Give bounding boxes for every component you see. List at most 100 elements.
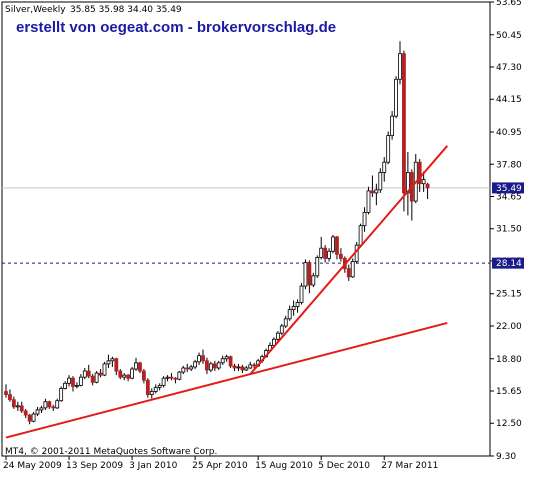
candle-body [86, 370, 91, 377]
candle-body [323, 247, 328, 259]
candle [71, 376, 75, 392]
candle [110, 356, 115, 367]
current-price-label: 35.49 [496, 184, 522, 194]
candle-body [185, 367, 190, 370]
candle [118, 368, 123, 380]
candle-body [390, 115, 395, 136]
x-tick-label: 24 May 2009 [3, 461, 62, 471]
x-tick-label: 5 Dec 2010 [318, 461, 370, 471]
candle [47, 400, 52, 409]
candle-body [31, 413, 36, 422]
x-tick-label: 27 Mar 2011 [381, 461, 438, 471]
candle [417, 159, 422, 192]
candle-body [193, 361, 198, 368]
candle-body [130, 368, 134, 379]
y-tick-label: 53.65 [496, 0, 522, 8]
trendlines [5, 145, 449, 439]
candle [240, 364, 245, 374]
candle [19, 401, 24, 414]
candle-body [252, 364, 257, 367]
candle-body [149, 391, 154, 395]
candle [75, 382, 79, 389]
candle-body [378, 172, 383, 191]
candle [185, 363, 190, 373]
candle [138, 361, 142, 374]
candle [275, 331, 280, 342]
y-tick-label: 37.80 [496, 160, 522, 170]
x-axis: 24 May 2009 13 Sep 2009 3 Jan 2010 25 Apr 2… [3, 456, 438, 471]
candle-body [106, 360, 111, 365]
candle [323, 245, 328, 263]
candle-body [90, 375, 95, 383]
candle-body [327, 250, 331, 259]
candle [327, 248, 331, 262]
candle-body [35, 409, 40, 415]
candle [205, 357, 209, 375]
candle [98, 368, 103, 378]
candle [31, 411, 36, 423]
candle [43, 398, 48, 410]
candle [232, 363, 237, 372]
candle [8, 389, 12, 402]
y-tick-label: 12.50 [496, 419, 522, 429]
candle [208, 361, 213, 373]
candle [39, 405, 44, 414]
candle [390, 111, 395, 140]
candle-body [161, 377, 166, 386]
candle [382, 157, 387, 182]
y-tick-label: 44.15 [496, 95, 522, 105]
candle [86, 364, 91, 379]
y-tick-label: 50.45 [496, 31, 522, 41]
candle [244, 365, 249, 372]
y-tick-label: 15.65 [496, 387, 522, 397]
candle [63, 381, 67, 390]
y-tick-label: 40.95 [496, 128, 522, 138]
candle [4, 384, 8, 398]
current-price-tag [492, 182, 524, 194]
candle-body [311, 275, 316, 286]
candle-body [63, 382, 67, 389]
candle-body [169, 376, 174, 379]
candle [248, 361, 253, 369]
candle-body [283, 318, 288, 327]
candle-body [181, 367, 186, 373]
candle-body [141, 370, 146, 381]
candle-body [98, 372, 103, 376]
candle-body [398, 53, 402, 80]
candle [370, 175, 375, 198]
candle [197, 352, 201, 365]
candle [35, 406, 40, 417]
candle-body [78, 376, 83, 386]
candle [311, 272, 316, 288]
candle-body [366, 190, 371, 213]
candle [362, 207, 367, 232]
y-tick-label: 31.50 [496, 225, 522, 235]
candle [201, 349, 205, 364]
candle-body [319, 247, 324, 258]
candle [193, 359, 198, 369]
candle-body [303, 262, 308, 287]
candle-body [315, 257, 320, 277]
candle-body [126, 374, 131, 379]
candle [307, 260, 312, 294]
candle [59, 386, 64, 402]
candle [216, 360, 221, 371]
candle [165, 375, 170, 382]
y-tick-label: 22.00 [496, 322, 522, 332]
candle-body [248, 364, 253, 369]
candle [67, 375, 71, 387]
candle-body [59, 388, 64, 402]
y-tick-label: 34.65 [496, 192, 522, 202]
level-label: 28.14 [496, 259, 522, 269]
y-tick-label: 9.30 [496, 452, 516, 462]
candle-body [425, 183, 430, 189]
candle [11, 396, 16, 409]
candle [181, 365, 186, 375]
candle [315, 255, 320, 278]
candle [189, 364, 194, 372]
candle-body [157, 384, 162, 388]
candle [283, 315, 288, 329]
candle-body [67, 377, 71, 384]
